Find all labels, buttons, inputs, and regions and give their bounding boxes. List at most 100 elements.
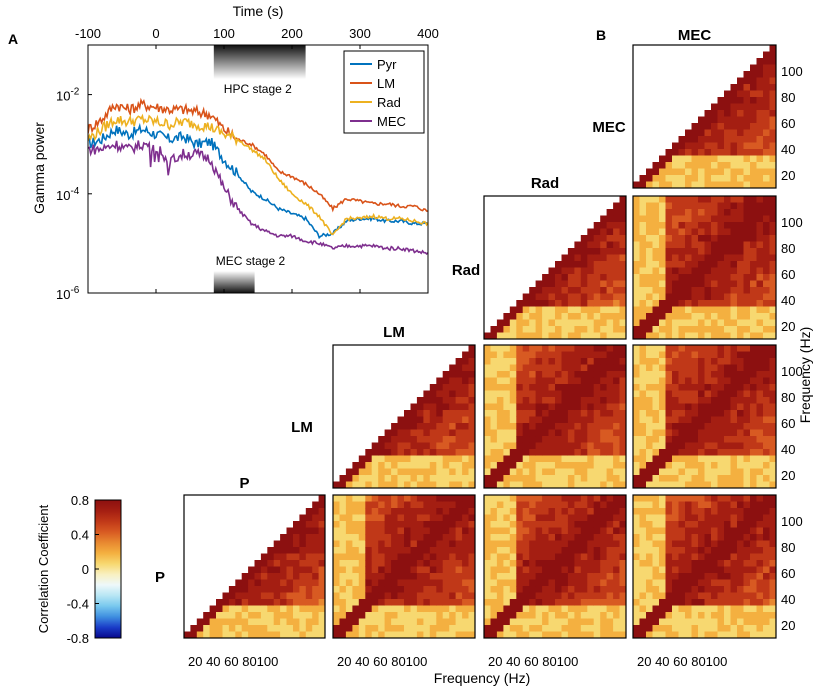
heatmap-cell	[619, 462, 627, 469]
heatmap-cell	[652, 351, 660, 359]
heatmap-cell	[384, 599, 392, 606]
heatmap-cell	[652, 261, 660, 268]
heatmap-cell	[730, 168, 738, 176]
heatmap-cell	[672, 300, 679, 307]
heatmap-cell	[698, 222, 705, 229]
heatmap-cell	[484, 423, 491, 430]
heatmap-cell	[763, 358, 770, 365]
heatmap-cell	[587, 540, 595, 548]
heatmap-cell	[737, 332, 744, 340]
heatmap-cell	[484, 521, 491, 528]
heatmap-cell	[496, 566, 504, 574]
heatmap-cell	[711, 397, 718, 404]
heatmap-cell	[691, 241, 699, 249]
heatmap-cell	[769, 45, 777, 52]
heatmap-cell	[730, 547, 738, 554]
heatmap-cell	[371, 455, 379, 463]
heatmap-cell	[724, 475, 731, 482]
heatmap-cell	[691, 495, 699, 502]
heatmap-cell	[318, 560, 326, 567]
heatmap-cell	[737, 423, 744, 430]
heatmap-cell	[730, 579, 738, 587]
y-freq-tick-label: 20	[781, 319, 795, 334]
heatmap-cell	[711, 181, 718, 189]
heatmap-cell	[769, 162, 777, 169]
heatmap-cell	[280, 631, 287, 639]
heatmap-cell	[717, 462, 725, 469]
heatmap-cell	[763, 384, 770, 391]
heatmap-cell	[646, 449, 653, 456]
heatmap-cell	[529, 410, 537, 417]
heatmap-cell	[769, 475, 777, 482]
heatmap-cell	[659, 462, 666, 469]
heatmap-cell	[509, 514, 517, 522]
heatmap-cell	[646, 261, 653, 268]
heatmap-cell	[646, 586, 653, 593]
heatmap-cell	[724, 371, 731, 378]
heatmap-cell	[529, 423, 537, 430]
heatmap-cell	[633, 442, 640, 450]
heatmap-cell	[737, 605, 744, 613]
heatmap-cell	[691, 501, 699, 509]
heatmap-cell	[685, 293, 692, 301]
heatmap-cell	[659, 416, 666, 424]
heatmap-cell	[267, 566, 275, 574]
heatmap-cell	[339, 560, 347, 567]
heatmap-cell	[619, 228, 627, 236]
heatmap-cell	[410, 501, 418, 509]
heatmap-cell	[717, 397, 725, 404]
heatmap-cell	[462, 468, 469, 476]
heatmap-cell	[574, 508, 582, 515]
heatmap-cell	[442, 403, 450, 411]
heatmap-cell	[436, 625, 444, 632]
heatmap-cell	[260, 599, 268, 606]
heatmap-cell	[222, 618, 230, 626]
heatmap-cell	[652, 332, 660, 340]
heatmap-cell	[529, 390, 537, 398]
heatmap-cell	[574, 397, 582, 404]
heatmap-cell	[587, 313, 595, 320]
heatmap-cell	[516, 300, 524, 307]
heatmap-cell	[529, 345, 537, 352]
heatmap-cell	[600, 222, 608, 229]
heatmap-cell	[730, 410, 738, 417]
heatmap-cell	[429, 449, 437, 456]
heatmap-cell	[516, 631, 524, 639]
heatmap-cell	[358, 579, 366, 587]
heatmap-cell	[763, 235, 770, 242]
heatmap-cell	[468, 534, 476, 541]
heatmap-cell	[429, 553, 437, 561]
heatmap-cell	[548, 410, 556, 417]
heatmap-cell	[600, 248, 608, 255]
heatmap-cell	[496, 423, 504, 430]
heatmap-cell	[600, 384, 608, 391]
heatmap-cell	[516, 345, 524, 352]
heatmap-cell	[410, 410, 418, 417]
heatmap-cell	[672, 358, 679, 365]
heatmap-cell	[619, 332, 627, 340]
heatmap-cell	[516, 377, 524, 385]
y-tick-label: 10-2	[56, 87, 80, 104]
heatmap-cell	[280, 625, 287, 632]
heatmap-cell	[280, 605, 287, 613]
heatmap-cell	[678, 371, 686, 378]
heatmap-cell	[410, 592, 418, 600]
heatmap-cell	[704, 540, 712, 548]
heatmap-cell	[567, 527, 575, 535]
heatmap-cell	[436, 527, 444, 535]
heatmap-cell	[365, 462, 373, 469]
heatmap-cell	[698, 228, 705, 236]
heatmap-cell	[567, 592, 575, 600]
heatmap-cell	[555, 599, 562, 606]
heatmap-cell	[484, 592, 491, 600]
heatmap-cell	[561, 429, 569, 437]
heatmap-cell	[358, 514, 366, 522]
heatmap-cell	[468, 495, 476, 502]
heatmap-cell	[743, 248, 751, 255]
heatmap-cell	[561, 534, 569, 541]
heatmap-cell	[535, 442, 543, 450]
heatmap-cell	[659, 254, 666, 262]
heatmap-cell	[535, 495, 543, 502]
heatmap-cell	[619, 449, 627, 456]
heatmap-cell	[639, 215, 647, 223]
